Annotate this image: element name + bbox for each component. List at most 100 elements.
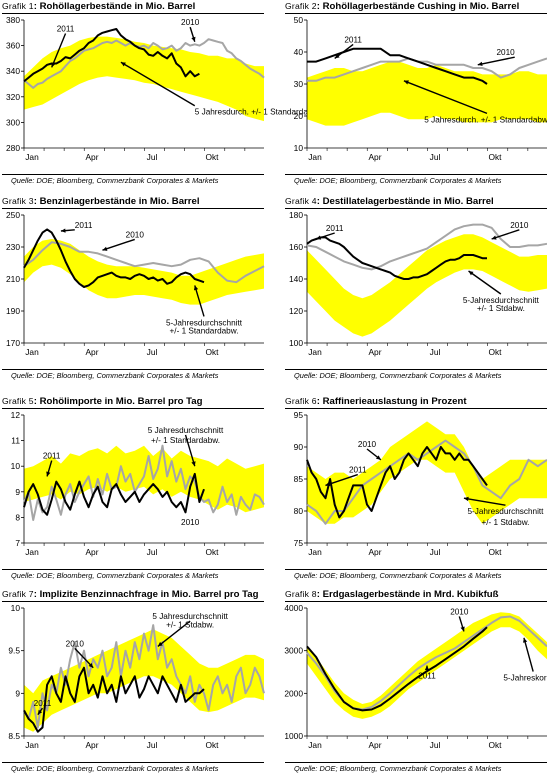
chart-panel-6: Grafik 6: Raffinerieauslastung in Prozen… [285,395,547,585]
series-line-2010 [306,223,547,271]
band-area [307,234,547,337]
annotation-label: 2010 [358,440,377,449]
y-tick-label: 85 [294,474,304,484]
x-tick-label: Jul [430,347,441,357]
annotation-arrowhead [491,235,497,240]
annotation-arrowhead [477,61,483,67]
chart-title-text: Benzinlagerbestände in Mio. Barrel [39,196,200,207]
series-line-2011 [23,228,205,288]
chart-title-text: Rohöllagerbestände in Mio. Barrel [39,1,196,12]
x-tick-label: Jul [147,547,158,557]
series-line-2010 [307,57,547,82]
x-tick-label: Jul [147,347,158,357]
annotation-label: 2011 [43,452,61,461]
x-tick-label: Jul [430,152,441,162]
x-tick-label: Apr [85,347,98,357]
x-tick-label: Apr [368,547,381,557]
y-tick-label: 100 [289,338,303,348]
chart-number: 5 [28,396,34,406]
annotation-arrowhead [424,665,430,671]
band-area [307,612,547,719]
annotation-arrowhead [102,246,108,251]
y-tick-label: 20 [294,111,304,121]
y-tick-label: 40 [294,47,304,57]
annotation-label: 5-Jahresdurchschnitt [467,507,544,516]
y-tick-label: 4000 [284,603,303,613]
chart-label-prefix: Grafik [2,1,27,11]
x-tick-label: Apr [368,152,381,162]
series-line-2010 [23,38,265,89]
series-line-2011 [306,446,488,519]
y-tick-label: 7 [15,538,20,548]
annotation-label: 2010 [496,48,515,57]
annotation-arrowhead [325,481,331,487]
y-tick-label: 210 [6,274,20,284]
annotation-arrow [403,80,488,115]
chart-number: 1 [28,1,34,11]
series-line-2011 [23,666,205,733]
chart-plot: 10 20 30 40 50 Jan Apr Jul Okt 2011 2010 5 Jahresdu… [294,15,547,162]
series-line-2011 [306,626,488,712]
chart-panel-7: Grafik 7: Implizite Benzinnachfrage in M… [2,588,265,778]
annotation-label: 2011 [57,25,75,34]
y-tick-label: 95 [294,410,304,420]
chart-title-text: Destillatelagerbestände in Mio. Barrel [322,196,494,207]
y-tick-label: 10 [11,461,21,471]
x-tick-label: Jan [25,347,39,357]
annotation-arrowhead [334,53,340,59]
chart-source: Quelle: DOE; Bloomberg, Commerzbank Corp… [285,174,547,186]
chart-label-prefix: Grafik [2,196,27,206]
chart-label-prefix: Grafik [285,1,310,11]
annotation-arrow [120,61,196,107]
chart-title: Grafik 3: Benzinlagerbestände in Mio. Ba… [2,195,264,209]
annotation-arrowhead [468,271,474,276]
annotation-arrowhead [120,62,126,67]
annotation-arrowhead [88,662,94,668]
annotation-arrow [523,637,534,672]
x-tick-label: Jan [308,347,322,357]
y-tick-label: 9.5 [8,646,20,656]
annotation-label: 2010 [510,221,529,230]
annotation-arrowhead [316,235,322,240]
y-tick-label: 300 [6,117,20,127]
y-tick-label: 280 [6,143,20,153]
x-tick-label: Okt [205,347,219,357]
annotation-label: 5-Jahresdurchschnitt [166,318,243,327]
chart-panel-3: Grafik 3: Benzinlagerbestände in Mio. Ba… [2,195,265,385]
chart-label-prefix: Grafik [285,196,310,206]
annotation-label: 2010 [450,607,469,616]
annotation-arrowhead [523,637,528,643]
annotation-arrow [477,56,515,66]
x-tick-label: Okt [488,152,502,162]
y-tick-label: 2000 [284,688,303,698]
y-tick-label: 190 [6,306,20,316]
annotation-label: +/- 1 Standardabw. [170,326,239,335]
annotation-label: 5 Jahresdurchschnitt [148,426,224,435]
annotation-arrowhead [191,36,196,42]
annotation-label: 2011 [344,35,362,44]
x-tick-label: Jul [147,740,158,750]
annotation-arrow [325,473,358,487]
y-tick-label: 9 [15,688,20,698]
band-area [24,629,264,732]
y-tick-label: 80 [294,506,304,516]
series-line-2011 [306,236,487,280]
chart-title: Grafik 7: Implizite Benzinnachfrage in M… [2,588,264,602]
y-tick-label: 360 [6,41,20,51]
chart-plot: 170 190 210 230 250 Jan Apr Jul Okt 2011 2010 5-Jah… [6,210,265,357]
x-tick-label: Jan [25,152,39,162]
chart-title: Grafik 4: Destillatelagerbestände in Mio… [285,195,547,209]
chart-label-prefix: Grafik [285,396,310,406]
chart-title: Grafik 8: Erdgaslagerbestände in Mrd. Ku… [285,588,547,602]
y-tick-label: 140 [289,274,303,284]
y-tick-label: 1000 [284,731,303,741]
x-tick-label: Jan [308,152,322,162]
x-tick-label: Apr [85,152,98,162]
chart-label-prefix: Grafik [2,396,27,406]
chart-plot: 75 80 85 90 95 Jan Apr Jul Okt 2010 2011 5-Jahresdu… [294,410,547,557]
annotation-label: 5 Jahresdurch. +/- 1 Standardabw. [424,115,547,124]
y-tick-label: 90 [294,442,304,452]
y-tick-label: 30 [294,79,304,89]
annotation-arrowhead [191,461,196,467]
y-tick-label: 11 [11,436,20,446]
